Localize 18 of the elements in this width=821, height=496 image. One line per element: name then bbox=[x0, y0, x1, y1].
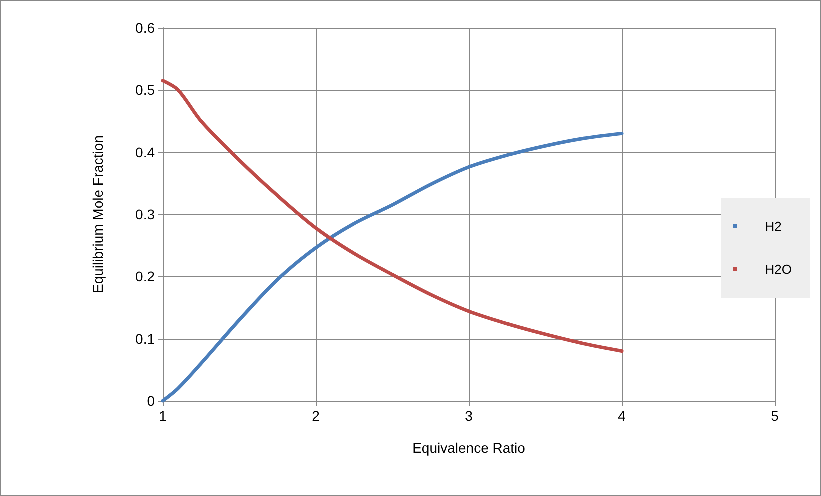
x-tick-label: 1 bbox=[159, 408, 168, 424]
legend-label: H2 bbox=[765, 219, 782, 234]
y-tick-label: 0.2 bbox=[136, 268, 156, 285]
y-tick-label: 0 bbox=[147, 393, 156, 409]
y-tick-label: 0.1 bbox=[136, 330, 156, 347]
y-tick-label: 0.5 bbox=[136, 82, 156, 98]
y-axis-title: Equilibrium Mole Fraction bbox=[90, 136, 106, 294]
x-tick-label: 3 bbox=[465, 408, 474, 424]
x-tick-label: 4 bbox=[618, 408, 626, 424]
y-tick-label: 0.6 bbox=[136, 20, 156, 36]
line-series bbox=[161, 132, 624, 403]
legend-label: H2O bbox=[765, 262, 792, 277]
y-tick-label: 0.4 bbox=[136, 144, 156, 160]
y-tick-label: 0.3 bbox=[136, 206, 156, 222]
x-tick-label: 5 bbox=[771, 408, 780, 424]
x-axis-title: Equivalence Ratio bbox=[412, 440, 526, 456]
line-series bbox=[161, 79, 624, 354]
x-tick-label: 2 bbox=[312, 408, 320, 424]
